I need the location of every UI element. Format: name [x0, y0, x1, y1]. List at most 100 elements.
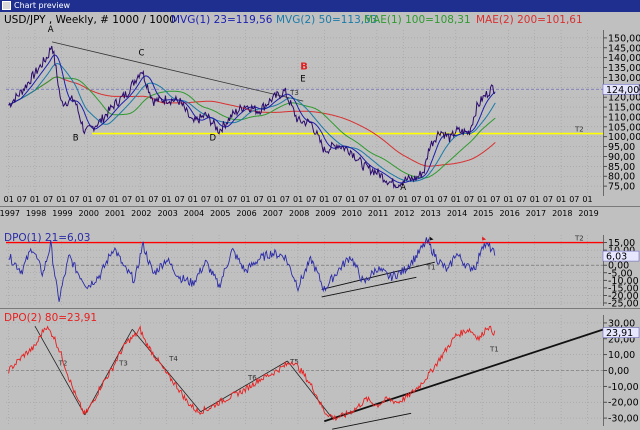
x-tick-month: 01 — [477, 195, 487, 204]
wave-label: A — [400, 183, 406, 193]
title-bar: Chart preview — [0, 0, 640, 12]
x-tick-month: 01 — [425, 195, 435, 204]
dpo1-channel-trendline — [321, 276, 417, 298]
x-tick-year: 2014 — [447, 209, 467, 218]
chart-canvas: 75,0080,0085,0090,0095,00100,00105,00110… — [0, 12, 640, 430]
y-tick-label: -10,00 — [608, 382, 639, 393]
y-tick-label: 115,00 — [608, 103, 640, 114]
wave-label: B — [73, 134, 79, 144]
x-tick-month: 07 — [201, 195, 211, 204]
y-tick-label: 90,00 — [608, 152, 635, 163]
x-tick-month: 07 — [227, 195, 237, 204]
y-tick-label: 30,00 — [608, 318, 635, 329]
x-tick-month: 01 — [83, 195, 93, 204]
x-tick-month: 07 — [359, 195, 369, 204]
y-tick-label: 20,00 — [608, 334, 635, 345]
wave-label: A — [48, 25, 54, 35]
y-tick-label: 80,00 — [608, 172, 635, 183]
y-tick-label: -5,00 — [608, 268, 633, 279]
price-panel: 75,0080,0085,0090,0095,00100,00105,00110… — [0, 12, 640, 218]
x-tick-year: 2005 — [210, 209, 230, 218]
y-tick-label: 150,00 — [608, 33, 640, 44]
y-tick-label: 110,00 — [608, 112, 640, 123]
y-tick-label: -15,00 — [608, 283, 639, 294]
dpo2-trend-label: T3 — [118, 360, 128, 368]
y-tick-label: 0,00 — [608, 261, 629, 272]
dpo2-panel: T2 T3 T4 T5 T6 T1 -30,00 -20,00 -10,00 0,00 10,00… — [0, 311, 640, 430]
x-tick-year: 2004 — [184, 209, 204, 218]
window-title: Chart preview — [14, 1, 71, 10]
dpo1-resistance-label: T2 — [574, 235, 584, 243]
x-tick-year: 2013 — [421, 209, 441, 218]
x-tick-year: 2016 — [499, 209, 519, 218]
x-tick-month: 01 — [530, 195, 540, 204]
mae1-legend: MAE(1) 100=108,31 — [364, 14, 471, 26]
wave-label: E — [300, 74, 305, 84]
y-tick-label: 15,00 — [608, 238, 635, 249]
dpo2-value-box — [602, 327, 640, 338]
x-tick-month: 07 — [148, 195, 158, 204]
support-label: T2 — [574, 126, 584, 134]
dpo2-title: DPO(2) 80=23,91 — [4, 312, 97, 324]
dpo2-trendline — [287, 360, 333, 419]
x-tick-month: 07 — [69, 195, 79, 204]
y-tick-label: 105,00 — [608, 122, 640, 133]
price-line — [8, 45, 496, 189]
y-tick-label: 145,00 — [608, 43, 640, 54]
x-tick-month: 07 — [490, 195, 500, 204]
x-tick-month: 01 — [56, 195, 66, 204]
y-tick-label: 95,00 — [608, 142, 635, 153]
x-tick-year: 2007 — [263, 209, 283, 218]
x-tick-year: 2001 — [105, 209, 125, 218]
x-tick-month: 01 — [372, 195, 382, 204]
x-tick-month: 07 — [306, 195, 316, 204]
symbol-label: USD/JPY , Weekly, # 1000 / 1000 — [4, 14, 176, 26]
y-tick-label: 10,00 — [608, 350, 635, 361]
dpo2-trend-label: T1 — [489, 345, 499, 353]
dpo1-arrow-marker — [429, 236, 434, 241]
dpo1-value-label: 6,03 — [606, 252, 627, 263]
trendline-label: T3 — [289, 89, 299, 97]
x-tick-month: 01 — [4, 195, 14, 204]
x-tick-month: 01 — [161, 195, 171, 204]
wave-label: D — [210, 134, 217, 144]
y-tick-label: 85,00 — [608, 162, 635, 173]
dpo1-line — [8, 237, 496, 302]
x-tick-month: 01 — [503, 195, 513, 204]
window-icon[interactable] — [2, 1, 11, 10]
x-tick-month: 07 — [43, 195, 53, 204]
x-tick-year: 2000 — [79, 209, 99, 218]
dpo2-value-label: 23,91 — [606, 328, 633, 339]
x-tick-month: 01 — [214, 195, 224, 204]
x-tick-month: 01 — [109, 195, 119, 204]
x-tick-year: 2011 — [368, 209, 388, 218]
mvg1-legend: MVG(1) 23=119,56 — [171, 14, 273, 26]
x-tick-month: 01 — [319, 195, 329, 204]
y-tick-label: 100,00 — [608, 132, 640, 143]
dpo2-line — [8, 325, 496, 422]
x-tick-month: 01 — [398, 195, 408, 204]
y-tick-label: 0,00 — [608, 366, 629, 377]
x-tick-month: 07 — [175, 195, 185, 204]
y-tick-label: 75,00 — [608, 182, 635, 193]
dpo1-trendline-label: T1 — [426, 264, 436, 272]
x-tick-month: 01 — [240, 195, 250, 204]
x-tick-month: 07 — [96, 195, 106, 204]
x-tick-month: 01 — [556, 195, 566, 204]
dpo1-value-box — [602, 250, 640, 262]
dpo1-title: DPO(1) 21=6,03 — [4, 232, 90, 244]
current-value-label: 124,00 — [606, 85, 639, 96]
x-tick-year: 2002 — [131, 209, 151, 218]
y-tick-label: -10,00 — [608, 276, 639, 287]
x-tick-year: 2019 — [578, 209, 598, 218]
resistance-trendline — [51, 41, 304, 102]
y-tick-label: 120,00 — [608, 93, 640, 104]
x-tick-year: 2006 — [236, 209, 256, 218]
dpo2-support-trendline — [324, 328, 605, 423]
mvg2-line — [8, 63, 496, 182]
x-tick-year: 2012 — [394, 209, 414, 218]
x-tick-year: 2010 — [342, 209, 362, 218]
x-tick-month: 07 — [0, 195, 1, 204]
x-tick-month: 01 — [135, 195, 145, 204]
